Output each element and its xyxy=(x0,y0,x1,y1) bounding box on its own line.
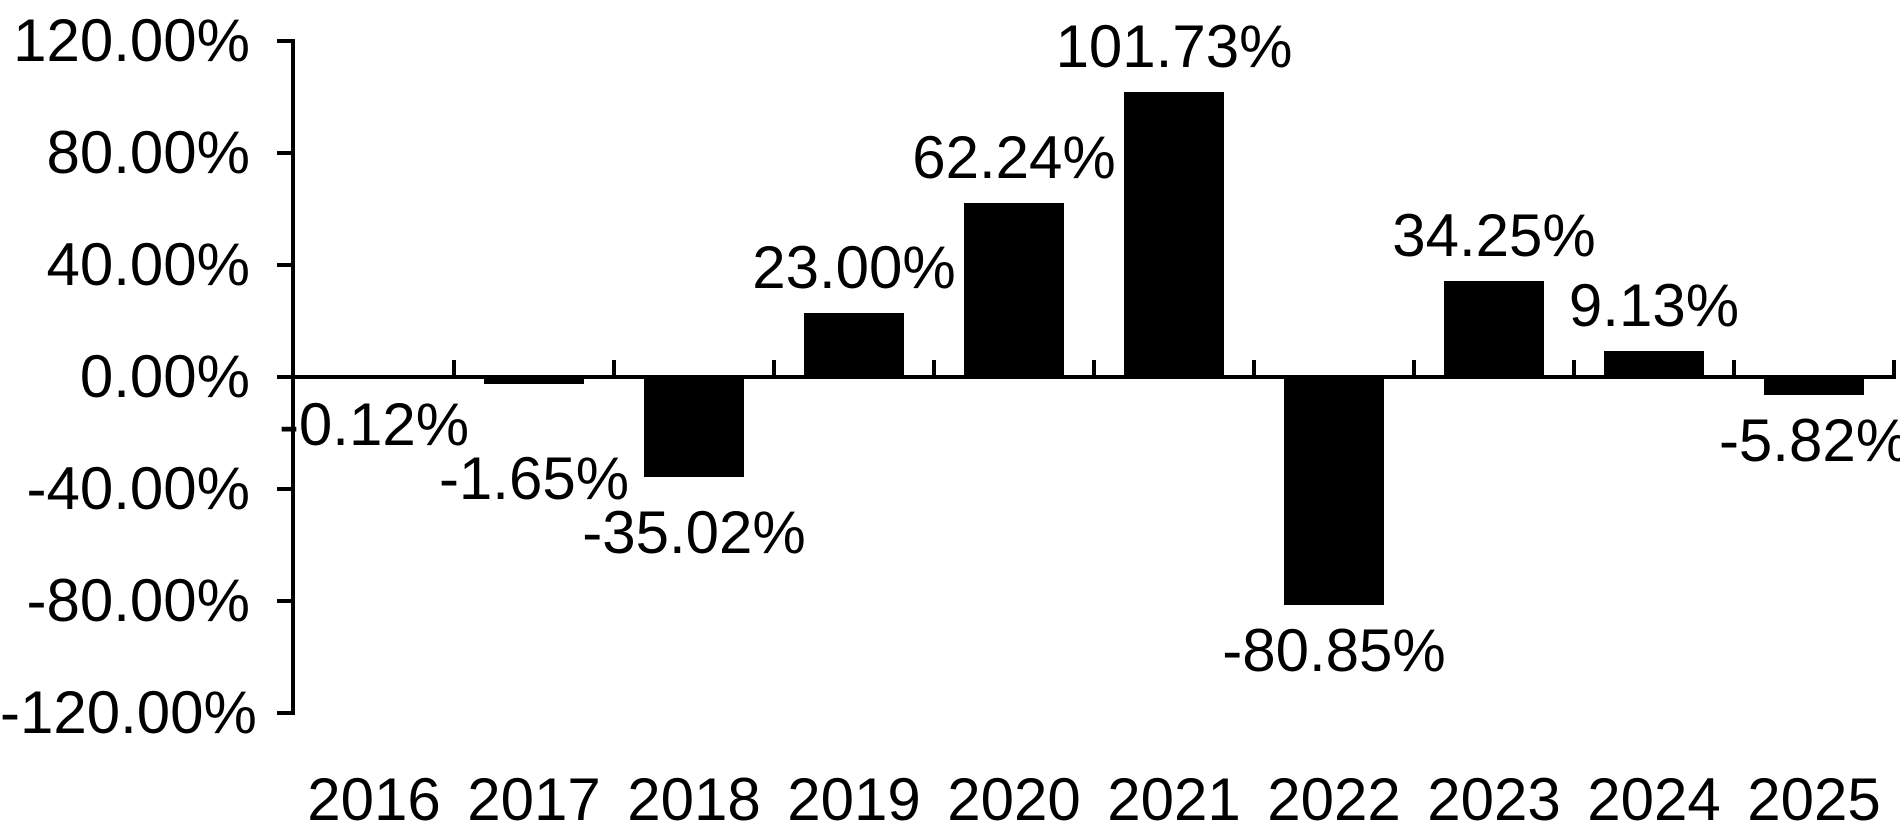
bar-2023 xyxy=(1444,281,1544,379)
bar-2019 xyxy=(804,312,904,379)
x-axis-label-2017: 2017 xyxy=(467,766,601,833)
y-axis-tick-label: 80.00% xyxy=(46,119,251,186)
data-label-2016: -0.12% xyxy=(278,391,470,459)
x-tick xyxy=(1572,360,1576,375)
x-tick xyxy=(1412,360,1416,375)
bar-2025 xyxy=(1764,377,1864,396)
x-tick xyxy=(1892,360,1896,375)
x-axis-label-2018: 2018 xyxy=(627,766,761,833)
data-label-2024: 9.13% xyxy=(1568,272,1740,340)
bar-2020 xyxy=(964,202,1064,379)
y-axis-tick-label: 120.00% xyxy=(13,7,250,74)
y-tick xyxy=(277,487,291,491)
x-axis-label-2024: 2024 xyxy=(1587,766,1721,833)
data-label-2022: -80.85% xyxy=(1222,617,1446,685)
y-axis-tick-label: -120.00% xyxy=(0,679,257,746)
bar-2021 xyxy=(1124,92,1224,379)
data-label-2021: 101.73% xyxy=(1055,13,1293,81)
bar-2022 xyxy=(1284,377,1384,606)
y-tick xyxy=(277,151,291,155)
x-tick xyxy=(1732,360,1736,375)
y-tick xyxy=(277,263,291,267)
x-axis-label-2023: 2023 xyxy=(1427,766,1561,833)
x-axis-label-2022: 2022 xyxy=(1267,766,1401,833)
x-tick xyxy=(1252,360,1256,375)
y-axis-tick-label: -40.00% xyxy=(26,455,250,522)
x-tick xyxy=(612,360,616,375)
data-label-2023: 34.25% xyxy=(1392,202,1596,270)
data-label-2020: 62.24% xyxy=(912,123,1116,191)
x-axis-label-2025: 2025 xyxy=(1747,766,1881,833)
y-tick xyxy=(277,39,291,43)
x-tick xyxy=(772,360,776,375)
y-axis-tick-label: -80.00% xyxy=(26,567,250,634)
x-tick xyxy=(452,360,456,375)
data-label-2019: 23.00% xyxy=(752,233,956,301)
x-tick xyxy=(932,360,936,375)
y-axis-tick-label: 40.00% xyxy=(46,231,251,298)
x-axis-line xyxy=(291,375,1896,379)
bar-2016 xyxy=(324,377,424,380)
data-label-2017: -1.65% xyxy=(438,445,630,513)
y-axis-tick-label: 0.00% xyxy=(79,343,250,410)
x-axis-label-2020: 2020 xyxy=(947,766,1081,833)
bar-2018 xyxy=(644,377,744,478)
x-axis-label-2016: 2016 xyxy=(307,766,441,833)
bar-2017 xyxy=(484,377,584,384)
x-axis-label-2019: 2019 xyxy=(787,766,921,833)
x-tick xyxy=(1092,360,1096,375)
bar-2024 xyxy=(1604,351,1704,379)
data-label-2025: -5.82% xyxy=(1718,407,1900,475)
y-tick xyxy=(277,375,291,379)
y-tick xyxy=(277,599,291,603)
data-label-2018: -35.02% xyxy=(582,499,806,567)
y-tick xyxy=(277,711,291,715)
x-axis-label-2021: 2021 xyxy=(1107,766,1241,833)
